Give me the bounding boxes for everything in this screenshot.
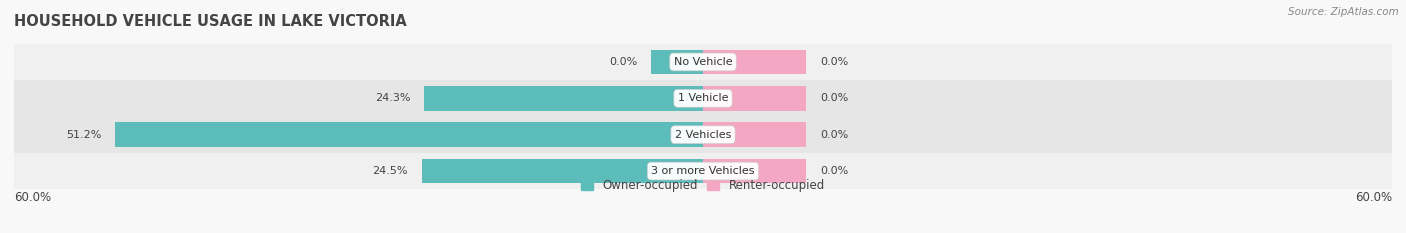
Text: 24.5%: 24.5%	[373, 166, 408, 176]
Bar	[14, 44, 1392, 80]
Text: No Vehicle: No Vehicle	[673, 57, 733, 67]
Bar	[14, 153, 1392, 189]
Text: 1 Vehicle: 1 Vehicle	[678, 93, 728, 103]
Text: 0.0%: 0.0%	[609, 57, 637, 67]
Text: 0.0%: 0.0%	[820, 166, 848, 176]
Bar	[14, 80, 1392, 116]
Text: 0.0%: 0.0%	[820, 93, 848, 103]
Text: Source: ZipAtlas.com: Source: ZipAtlas.com	[1288, 7, 1399, 17]
Text: 0.0%: 0.0%	[820, 130, 848, 140]
Legend: Owner-occupied, Renter-occupied: Owner-occupied, Renter-occupied	[576, 175, 830, 197]
Bar	[703, 86, 807, 111]
Bar	[425, 86, 703, 111]
Bar	[14, 116, 1392, 153]
Text: 60.0%: 60.0%	[14, 191, 51, 204]
Bar	[703, 122, 807, 147]
Bar	[703, 159, 807, 183]
Text: 24.3%: 24.3%	[375, 93, 411, 103]
Bar	[115, 122, 703, 147]
Text: 3 or more Vehicles: 3 or more Vehicles	[651, 166, 755, 176]
Bar	[422, 159, 703, 183]
Text: 51.2%: 51.2%	[66, 130, 101, 140]
Bar	[703, 50, 807, 74]
Text: 0.0%: 0.0%	[820, 57, 848, 67]
Text: 60.0%: 60.0%	[1355, 191, 1392, 204]
Bar	[651, 50, 703, 74]
Text: 2 Vehicles: 2 Vehicles	[675, 130, 731, 140]
Text: HOUSEHOLD VEHICLE USAGE IN LAKE VICTORIA: HOUSEHOLD VEHICLE USAGE IN LAKE VICTORIA	[14, 14, 406, 29]
